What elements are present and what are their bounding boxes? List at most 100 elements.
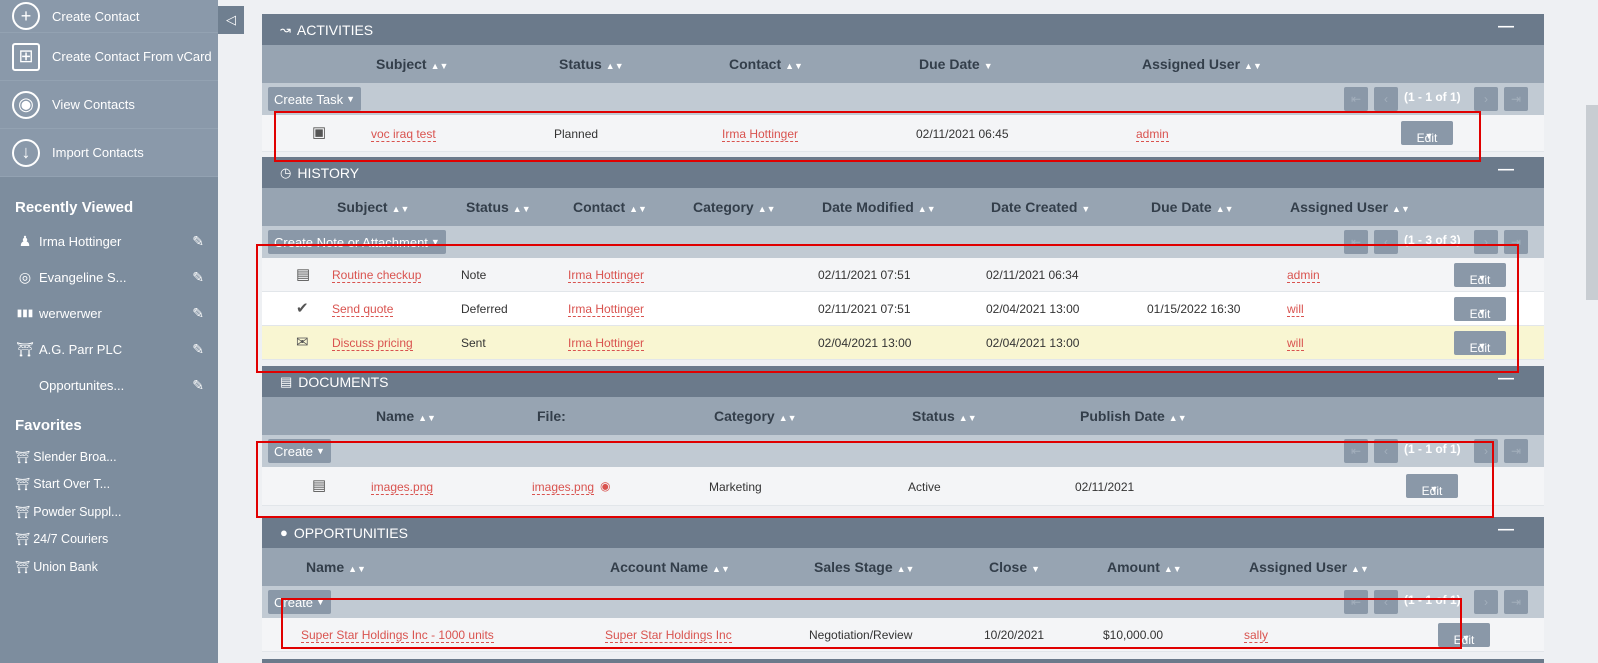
pencil-icon[interactable]: ✎ bbox=[192, 340, 204, 357]
col-close[interactable]: Close ▼ bbox=[989, 559, 1041, 575]
activity-assigned-link[interactable]: admin bbox=[1136, 127, 1169, 142]
prev-page-icon[interactable]: ‹ bbox=[1374, 87, 1398, 111]
view-contacts-action[interactable]: ◉ View Contacts bbox=[0, 81, 218, 129]
collapse-panel-icon[interactable]: — bbox=[1498, 370, 1514, 387]
col-due-date[interactable]: Due Date ▲▼ bbox=[1151, 199, 1234, 215]
last-page-icon[interactable]: ⇥ bbox=[1504, 87, 1528, 111]
col-category[interactable]: Category ▲▼ bbox=[693, 199, 776, 215]
col-subject[interactable]: Subject ▲▼ bbox=[376, 56, 449, 72]
opportunity-name-link[interactable]: Super Star Holdings Inc - 1000 units bbox=[301, 628, 494, 643]
collapse-sidebar-icon[interactable]: ◁ bbox=[218, 6, 244, 34]
pagination-text: (1 - 3 of 3) bbox=[1404, 233, 1461, 247]
col-publish-date[interactable]: Publish Date ▲▼ bbox=[1080, 408, 1187, 424]
col-assigned-user[interactable]: Assigned User ▲▼ bbox=[1142, 56, 1262, 72]
first-page-icon[interactable]: ⇤ bbox=[1344, 439, 1368, 463]
favorite-item[interactable]: ⛩ Union Bank bbox=[0, 553, 218, 581]
col-date-created[interactable]: Date Created ▼ bbox=[991, 199, 1091, 215]
first-page-icon[interactable]: ⇤ bbox=[1344, 590, 1368, 614]
preview-eye-icon[interactable]: ◉ bbox=[600, 479, 611, 493]
recent-item[interactable]: Opportunites... ✎ bbox=[0, 367, 218, 403]
opportunities-header[interactable]: ● OPPORTUNITIES — bbox=[262, 517, 1544, 548]
next-page-icon[interactable]: › bbox=[1474, 230, 1498, 254]
last-page-icon[interactable]: ⇥ bbox=[1504, 230, 1528, 254]
opportunity-account-link[interactable]: Super Star Holdings Inc bbox=[605, 628, 732, 643]
history-contact-link[interactable]: Irma Hottinger bbox=[568, 268, 645, 283]
col-account-name[interactable]: Account Name ▲▼ bbox=[610, 559, 730, 575]
col-status[interactable]: Status ▲▼ bbox=[559, 56, 624, 72]
last-page-icon[interactable]: ⇥ bbox=[1504, 439, 1528, 463]
page-scrollbar[interactable] bbox=[1586, 105, 1598, 300]
shield-icon: ⛩ bbox=[15, 532, 31, 547]
opportunity-assigned-link[interactable]: sally bbox=[1244, 628, 1269, 643]
recent-item[interactable]: ⛩ A.G. Parr PLC ✎ bbox=[0, 331, 218, 367]
activity-contact-link[interactable]: Irma Hottinger bbox=[722, 127, 799, 142]
favorite-item[interactable]: ⛩ 24/7 Couriers bbox=[0, 526, 218, 554]
col-status[interactable]: Status ▲▼ bbox=[912, 408, 977, 424]
recent-item[interactable]: ♟ Irma Hottinger ✎ bbox=[0, 223, 218, 259]
document-name-link[interactable]: images.png bbox=[371, 480, 434, 495]
recent-item[interactable]: ◎ Evangeline S... ✎ bbox=[0, 259, 218, 295]
history-header[interactable]: ◷ HISTORY — bbox=[262, 157, 1544, 188]
next-page-icon[interactable]: › bbox=[1474, 87, 1498, 111]
prev-page-icon[interactable]: ‹ bbox=[1374, 230, 1398, 254]
col-contact[interactable]: Contact ▲▼ bbox=[573, 199, 647, 215]
create-contact-vcard-action[interactable]: ⊞ Create Contact From vCard bbox=[0, 33, 218, 81]
history-assigned-link[interactable]: will bbox=[1287, 302, 1304, 317]
history-subject-link[interactable]: Routine checkup bbox=[332, 268, 422, 283]
create-contact-action[interactable]: + Create Contact bbox=[0, 0, 218, 33]
history-contact-link[interactable]: Irma Hottinger bbox=[568, 302, 645, 317]
highlight-box bbox=[256, 441, 1494, 518]
recent-item[interactable]: ▮▮▮ werwerwer ✎ bbox=[0, 295, 218, 331]
history-date-created: 02/04/2021 13:00 bbox=[986, 336, 1080, 350]
recent-item-label: Evangeline S... bbox=[39, 269, 127, 285]
pencil-icon[interactable]: ✎ bbox=[192, 304, 204, 321]
col-status[interactable]: Status ▲▼ bbox=[466, 199, 531, 215]
col-assigned-user[interactable]: Assigned User ▲▼ bbox=[1290, 199, 1410, 215]
history-assigned-link[interactable]: admin bbox=[1287, 268, 1320, 283]
activities-header[interactable]: ↝ ACTIVITIES — bbox=[262, 14, 1544, 45]
collapse-panel-icon[interactable]: — bbox=[1498, 161, 1514, 178]
history-assigned-link[interactable]: will bbox=[1287, 336, 1304, 351]
col-amount[interactable]: Amount ▲▼ bbox=[1107, 559, 1182, 575]
favorite-item[interactable]: ⛩ Powder Suppl... bbox=[0, 498, 218, 526]
prev-page-icon[interactable]: ‹ bbox=[1374, 439, 1398, 463]
edit-button[interactable]: Edit ▼ bbox=[1406, 474, 1458, 498]
next-page-icon[interactable]: › bbox=[1474, 590, 1498, 614]
col-name[interactable]: Name ▲▼ bbox=[306, 559, 366, 575]
history-contact-link[interactable]: Irma Hottinger bbox=[568, 336, 645, 351]
last-page-icon[interactable]: ⇥ bbox=[1504, 590, 1528, 614]
edit-button[interactable]: Edit ▼ bbox=[1454, 263, 1506, 287]
favorite-item[interactable]: ⛩ Start Over T... bbox=[0, 471, 218, 499]
col-subject[interactable]: Subject ▲▼ bbox=[337, 199, 410, 215]
pencil-icon[interactable]: ✎ bbox=[192, 232, 204, 249]
import-contacts-action[interactable]: ↓ Import Contacts bbox=[0, 129, 218, 177]
next-page-icon[interactable]: › bbox=[1474, 439, 1498, 463]
col-assigned-user[interactable]: Assigned User ▲▼ bbox=[1249, 559, 1369, 575]
activity-subject-link[interactable]: voc iraq test bbox=[371, 127, 436, 142]
pencil-icon[interactable]: ✎ bbox=[192, 268, 204, 285]
prev-page-icon[interactable]: ‹ bbox=[1374, 590, 1398, 614]
col-name[interactable]: Name ▲▼ bbox=[376, 408, 436, 424]
favorite-item[interactable]: ⛩ Slender Broa... bbox=[0, 443, 218, 471]
edit-button[interactable]: Edit ▼ bbox=[1454, 331, 1506, 355]
edit-button[interactable]: Edit ▼ bbox=[1401, 121, 1453, 145]
shield-icon: ⛩ bbox=[15, 449, 31, 464]
history-subject-link[interactable]: Send quote bbox=[332, 302, 394, 317]
create-document-button[interactable]: Create ▼ bbox=[268, 439, 331, 463]
col-date-modified[interactable]: Date Modified ▲▼ bbox=[822, 199, 936, 215]
col-due-date[interactable]: Due Date ▼ bbox=[919, 56, 993, 72]
create-task-button[interactable]: Create Task ▼ bbox=[268, 87, 362, 111]
edit-button[interactable]: Edit ▼ bbox=[1438, 623, 1490, 647]
collapse-panel-icon[interactable]: — bbox=[1498, 521, 1514, 538]
first-page-icon[interactable]: ⇤ bbox=[1344, 230, 1368, 254]
pencil-icon[interactable]: ✎ bbox=[192, 376, 204, 393]
document-category: Marketing bbox=[709, 480, 762, 494]
history-subject-link[interactable]: Discuss pricing bbox=[332, 336, 413, 351]
collapse-panel-icon[interactable]: — bbox=[1498, 18, 1514, 35]
edit-button[interactable]: Edit ▼ bbox=[1454, 297, 1506, 321]
col-sales-stage[interactable]: Sales Stage ▲▼ bbox=[814, 559, 915, 575]
first-page-icon[interactable]: ⇤ bbox=[1344, 87, 1368, 111]
document-file-link[interactable]: images.png bbox=[532, 480, 595, 495]
col-contact[interactable]: Contact ▲▼ bbox=[729, 56, 803, 72]
col-category[interactable]: Category ▲▼ bbox=[714, 408, 797, 424]
